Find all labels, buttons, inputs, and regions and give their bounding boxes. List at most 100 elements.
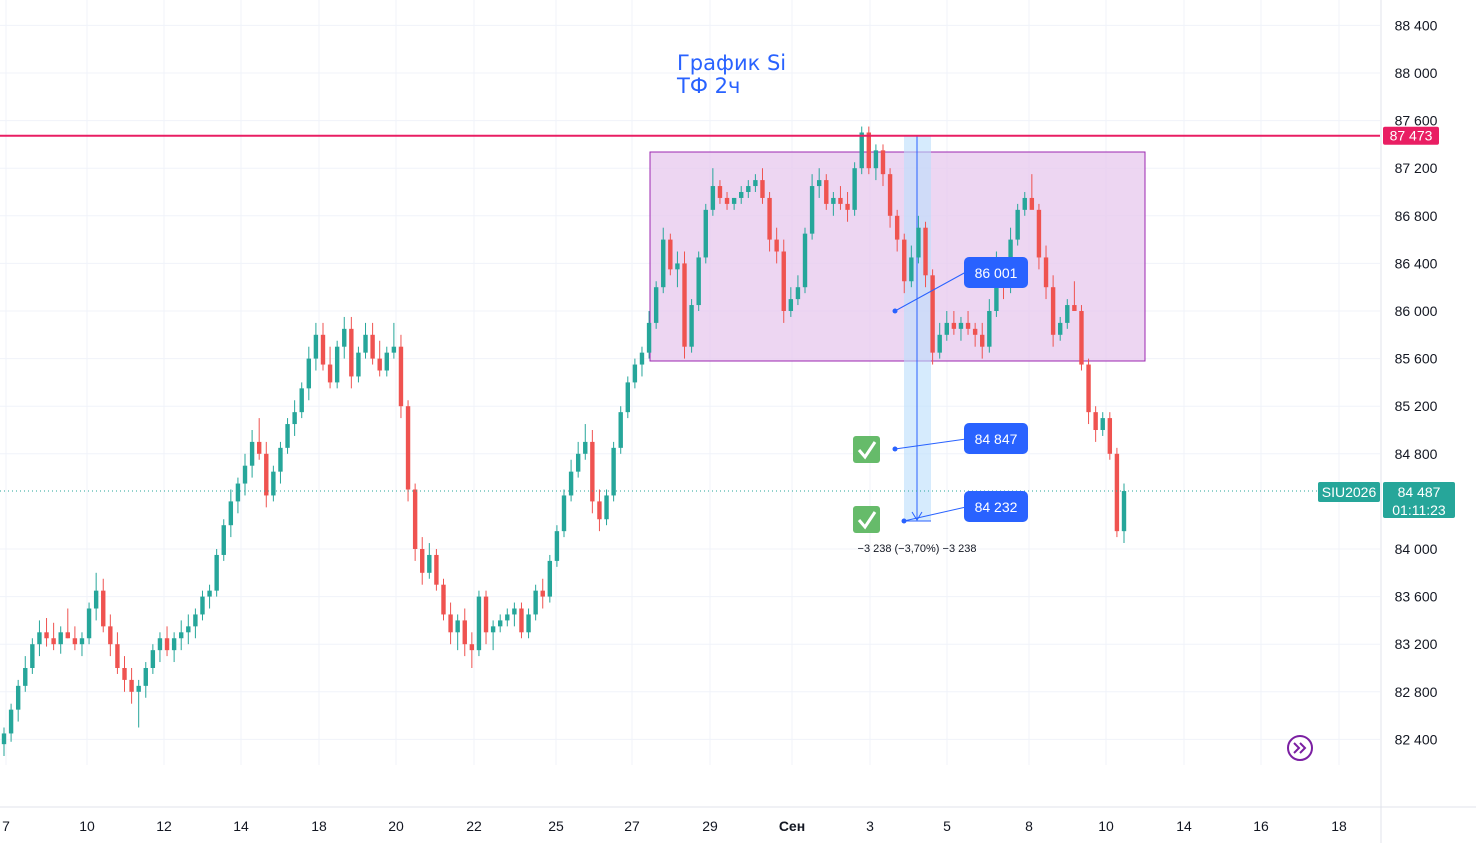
candle-body <box>306 358 312 389</box>
candle-body <box>136 685 141 692</box>
time-tick-label: 25 <box>548 818 564 834</box>
price-tick-label: 86 400 <box>1395 255 1438 271</box>
candle-body <box>235 483 241 502</box>
candle-body <box>427 554 432 573</box>
target-callout-1[interactable]: 86 001 <box>892 257 1029 314</box>
candle-body <box>682 263 687 347</box>
candle-body <box>1114 453 1120 532</box>
time-scale[interactable]: 7 10 12 14 18 20 22 25 27 29 Сен 3 5 8 10 14 16 18 <box>2 818 1347 834</box>
scroll-to-realtime-icon[interactable] <box>1287 735 1313 761</box>
time-tick-label: 14 <box>1176 818 1192 834</box>
candle-body <box>902 239 907 282</box>
candle-body <box>1043 257 1049 288</box>
candle-body <box>937 334 942 353</box>
target-label-3: 84 232 <box>975 499 1018 515</box>
price-tick-label: 85 600 <box>1395 351 1438 367</box>
candle-body <box>809 186 815 234</box>
candle-body <box>8 709 14 734</box>
candle-body <box>767 197 772 240</box>
candle-body <box>1100 418 1105 430</box>
candle-body <box>79 638 85 645</box>
price-tick-label: 83 600 <box>1395 589 1438 605</box>
candle-body <box>342 328 347 347</box>
candle-body <box>724 197 730 204</box>
candle-body <box>965 322 971 329</box>
candle-body <box>313 334 319 359</box>
title-line-1: График Si <box>677 51 786 75</box>
candle-body <box>880 150 886 175</box>
candle-body <box>363 334 368 353</box>
candle-body <box>349 328 354 377</box>
candle-body <box>15 685 21 710</box>
candle-body <box>483 596 489 633</box>
candle-body <box>781 251 786 311</box>
resistance-price-tag: 87 473 <box>1383 126 1439 145</box>
candle-body <box>958 322 964 329</box>
candle-body <box>242 465 248 484</box>
candle-body <box>639 352 645 365</box>
price-tick-label: 87 200 <box>1395 160 1438 176</box>
candle-body <box>434 554 439 585</box>
candle-body <box>157 638 163 651</box>
time-tick-label: 16 <box>1253 818 1269 834</box>
target-callout-3[interactable]: 84 232 <box>901 491 1029 524</box>
time-tick-label: 20 <box>388 818 404 834</box>
price-scale[interactable]: 82 400 82 800 83 200 83 600 84 000 84 800 85 2… <box>1395 17 1438 747</box>
candle-body <box>540 590 545 597</box>
candle-body <box>597 501 602 520</box>
candle-body <box>1050 287 1056 335</box>
candle-body <box>327 364 333 383</box>
candle-body <box>980 334 985 347</box>
candle-body <box>852 168 857 210</box>
time-tick-label: 12 <box>156 818 172 834</box>
candle-body <box>512 608 517 615</box>
candle-body <box>653 287 659 323</box>
candle-body <box>909 257 914 282</box>
candle-body <box>519 608 524 633</box>
candle-body <box>561 495 567 532</box>
candle-body <box>675 263 680 270</box>
candle-body <box>23 668 28 686</box>
candle-body <box>731 197 737 204</box>
candle-body <box>93 590 99 609</box>
candle-body <box>1065 305 1070 323</box>
price-tick-label: 86 000 <box>1395 303 1438 319</box>
candle-body <box>632 364 638 383</box>
candle-body <box>824 180 829 204</box>
candle-body <box>774 239 779 252</box>
candle-body <box>1058 322 1063 335</box>
time-tick-label: 7 <box>2 818 10 834</box>
price-tick-label: 82 400 <box>1395 731 1438 747</box>
candle-body <box>1072 305 1077 311</box>
candle-body <box>717 186 723 198</box>
candle-body <box>271 471 276 496</box>
last-price-tag: 84 487 01:11:23 <box>1383 482 1455 518</box>
candle-body <box>625 382 630 413</box>
price-tick-label: 84 000 <box>1395 541 1438 557</box>
candle-body <box>412 489 418 549</box>
candle-body <box>384 352 389 371</box>
last-price-label: 84 487 <box>1398 484 1441 500</box>
candle-body <box>462 620 467 645</box>
candle-body <box>618 412 623 448</box>
time-tick-label: 29 <box>702 818 718 834</box>
candle-body <box>207 590 212 597</box>
symbol-label: SIU2026 <box>1322 484 1377 500</box>
candle-body <box>894 215 900 240</box>
countdown-label: 01:11:23 <box>1392 502 1446 518</box>
candle-body <box>186 626 191 633</box>
target-callout-2[interactable]: 84 847 <box>892 423 1029 454</box>
time-tick-label: 18 <box>311 818 327 834</box>
chart-title: График Si ТФ 2ч <box>676 51 786 98</box>
range-rectangle[interactable] <box>649 151 1146 362</box>
candle-body <box>179 632 184 639</box>
candle-body <box>37 632 42 645</box>
candle-body <box>1 733 7 745</box>
time-tick-label: 10 <box>1098 818 1114 834</box>
candle-body <box>65 632 70 639</box>
candle-body <box>923 227 928 276</box>
candle-body <box>200 596 205 615</box>
candle-body <box>193 614 198 627</box>
candle-body <box>264 453 269 496</box>
